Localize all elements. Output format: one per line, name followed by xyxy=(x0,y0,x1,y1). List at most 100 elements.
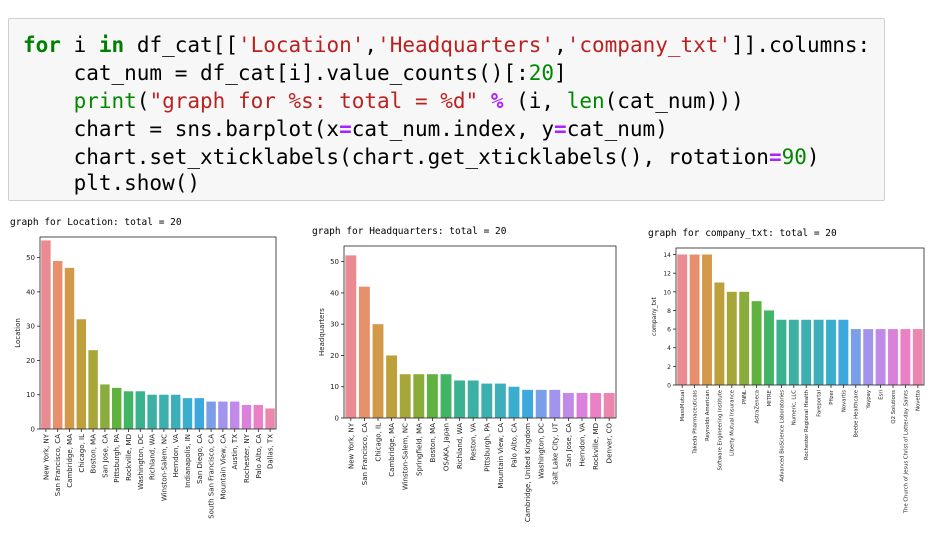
y-tick-label: 40 xyxy=(330,289,339,297)
x-tick-label: Springfield, MA xyxy=(415,423,423,476)
y-tick-label: 8 xyxy=(667,308,671,315)
bar xyxy=(194,398,205,429)
bar xyxy=(206,401,216,429)
bar xyxy=(764,310,774,385)
code-token: ) xyxy=(806,145,820,169)
code-token: plt.show() xyxy=(23,171,201,195)
code-line: for i in df_cat[['Location','Headquarter… xyxy=(23,32,870,59)
code-token xyxy=(23,89,74,113)
bar xyxy=(467,380,479,418)
code-line: plt.show() xyxy=(23,170,200,197)
bar xyxy=(88,350,98,429)
bar xyxy=(265,408,275,429)
x-tick-label: Beebe Healthcare xyxy=(854,390,860,437)
bar xyxy=(776,319,787,385)
bar xyxy=(41,240,51,429)
y-tick-label: 14 xyxy=(663,252,671,259)
code-token: chart.set_xticklabels(chart.get_xticklab… xyxy=(23,145,769,169)
y-tick-label: 50 xyxy=(330,258,339,266)
x-tick-label: Washington, DC xyxy=(137,434,145,490)
bar xyxy=(494,383,506,418)
bar xyxy=(714,282,725,385)
bar xyxy=(751,301,762,385)
bar xyxy=(826,319,836,385)
y-tick-label: 50 xyxy=(26,254,35,262)
x-tick-label: Pittsburgh, PA xyxy=(113,434,121,483)
x-tick-label: Cambridge, MA xyxy=(66,434,74,488)
x-tick-label: Advanced BioScience Laboratories xyxy=(779,390,785,482)
code-token: = xyxy=(768,145,782,169)
x-tick-label: OSAKA, Japan xyxy=(442,423,450,471)
bar xyxy=(182,398,193,429)
bar xyxy=(562,392,574,418)
bar xyxy=(739,291,750,385)
code-cell[interactable]: for i in df_cat[['Location','Headquarter… xyxy=(8,18,885,201)
plot-frame xyxy=(343,245,617,419)
x-tick-label: Pfizer xyxy=(829,389,835,405)
code-token: 'Location' xyxy=(237,33,365,57)
x-tick-label: Novartis xyxy=(841,390,847,412)
x-tick-label: Pittsburgh, PA xyxy=(483,423,491,472)
bar xyxy=(813,319,824,385)
plot-frame xyxy=(39,236,277,430)
bar xyxy=(900,329,911,385)
code-token: len xyxy=(566,89,605,113)
y-tick-label: 0 xyxy=(335,415,339,423)
bar xyxy=(850,329,861,385)
x-tick-label: Cambridge, MA xyxy=(388,423,396,477)
bar xyxy=(603,392,615,418)
y-tick-label: 6 xyxy=(667,327,671,334)
y-tick-label: 10 xyxy=(663,289,671,296)
x-tick-label: Rockville, MD xyxy=(125,434,133,481)
code-token: in xyxy=(98,33,125,57)
bar xyxy=(549,389,561,418)
x-tick-label: Q2 Solutions xyxy=(891,390,897,424)
x-tick-label: Novetta xyxy=(916,390,922,411)
y-tick-label: 0 xyxy=(667,383,671,390)
bar xyxy=(135,391,146,429)
code-line: print("graph for %s: total = %d" % (i, l… xyxy=(23,88,744,115)
bar xyxy=(454,380,466,418)
y-tick-label: 4 xyxy=(667,345,671,352)
bar xyxy=(875,329,886,385)
code-line: cat_num = df_cat[i].value_counts()[:20] xyxy=(23,60,567,87)
code-token: (i, xyxy=(503,89,567,113)
x-tick-label: Mountain View, CA xyxy=(497,423,505,489)
code-token: print xyxy=(73,89,137,113)
code-token: i xyxy=(60,33,99,57)
code-token: ]].columns: xyxy=(731,33,871,57)
x-tick-label: Esri xyxy=(878,390,884,400)
x-tick-label: Liberty Mutual Insurance xyxy=(730,390,736,456)
bar xyxy=(838,319,849,385)
y-tick-label: 2 xyxy=(667,364,671,371)
code-token: df_cat[[ xyxy=(124,33,238,57)
code-token: for xyxy=(23,33,61,57)
x-tick-label: Rochester, NY xyxy=(243,433,251,483)
x-tick-label: Palo Alto, CA xyxy=(255,434,263,479)
x-tick-label: Herndon, VA xyxy=(578,423,586,467)
y-tick-label: 40 xyxy=(26,288,35,296)
bar xyxy=(413,374,425,418)
x-tick-label: Cambridge, United Kingdom xyxy=(524,423,532,522)
code-token: , xyxy=(364,33,378,57)
y-tick-label: 0 xyxy=(31,426,35,434)
code-token: 'company_txt' xyxy=(566,33,732,57)
y-axis-label: Location xyxy=(14,318,22,348)
x-tick-label: Salt Lake City, UT xyxy=(551,422,559,484)
bar xyxy=(241,405,252,429)
bar xyxy=(912,329,923,385)
y-tick-label: 30 xyxy=(330,321,339,329)
bar xyxy=(111,387,122,429)
code-token: ( xyxy=(136,89,150,113)
bar xyxy=(358,286,370,418)
x-tick-label: Mountain View, CA xyxy=(219,434,227,500)
bar xyxy=(229,401,240,429)
bar xyxy=(535,389,547,418)
y-tick-label: 12 xyxy=(663,271,671,278)
code-token: cat_num = df_cat[i].value_counts()[: xyxy=(23,61,529,85)
bar xyxy=(522,389,534,418)
bar xyxy=(76,319,87,429)
x-tick-label: Reynolds American xyxy=(705,390,711,441)
code-token xyxy=(478,89,491,113)
bar xyxy=(726,291,737,385)
